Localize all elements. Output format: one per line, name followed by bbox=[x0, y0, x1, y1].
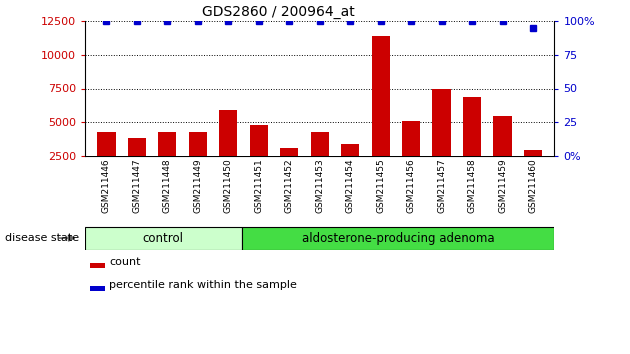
Bar bbox=[249, 125, 268, 156]
Text: GSM211455: GSM211455 bbox=[376, 158, 385, 213]
Bar bbox=[241, 227, 554, 250]
Bar bbox=[493, 116, 512, 156]
Text: GSM211458: GSM211458 bbox=[467, 158, 477, 213]
Text: GSM211452: GSM211452 bbox=[285, 158, 294, 212]
Text: GDS2860 / 200964_at: GDS2860 / 200964_at bbox=[202, 5, 355, 19]
Bar bbox=[341, 144, 359, 156]
Text: GSM211451: GSM211451 bbox=[255, 158, 263, 213]
Text: GSM211453: GSM211453 bbox=[315, 158, 324, 213]
Bar bbox=[219, 110, 238, 156]
Text: count: count bbox=[110, 257, 141, 268]
Text: control: control bbox=[143, 232, 184, 245]
Bar bbox=[402, 121, 420, 156]
Text: GSM211446: GSM211446 bbox=[102, 158, 111, 212]
Bar bbox=[188, 132, 207, 156]
Text: GSM211460: GSM211460 bbox=[529, 158, 537, 213]
Text: GSM211449: GSM211449 bbox=[193, 158, 202, 212]
Bar bbox=[85, 227, 241, 250]
Bar bbox=[372, 36, 390, 156]
Bar bbox=[280, 148, 299, 156]
Bar bbox=[89, 263, 105, 268]
Text: percentile rank within the sample: percentile rank within the sample bbox=[110, 280, 297, 291]
Text: GSM211457: GSM211457 bbox=[437, 158, 446, 213]
Text: GSM211456: GSM211456 bbox=[406, 158, 416, 213]
Text: GSM211448: GSM211448 bbox=[163, 158, 172, 212]
Bar bbox=[311, 132, 329, 156]
Bar bbox=[89, 286, 105, 291]
Bar bbox=[463, 97, 481, 156]
Bar bbox=[97, 132, 115, 156]
Text: aldosterone-producing adenoma: aldosterone-producing adenoma bbox=[302, 232, 495, 245]
Bar bbox=[158, 132, 176, 156]
Text: GSM211459: GSM211459 bbox=[498, 158, 507, 213]
Text: GSM211454: GSM211454 bbox=[346, 158, 355, 212]
Text: GSM211447: GSM211447 bbox=[132, 158, 141, 212]
Text: disease state: disease state bbox=[4, 233, 79, 243]
Bar bbox=[128, 138, 146, 156]
Bar bbox=[524, 150, 542, 156]
Text: GSM211450: GSM211450 bbox=[224, 158, 233, 213]
Bar bbox=[432, 88, 451, 156]
